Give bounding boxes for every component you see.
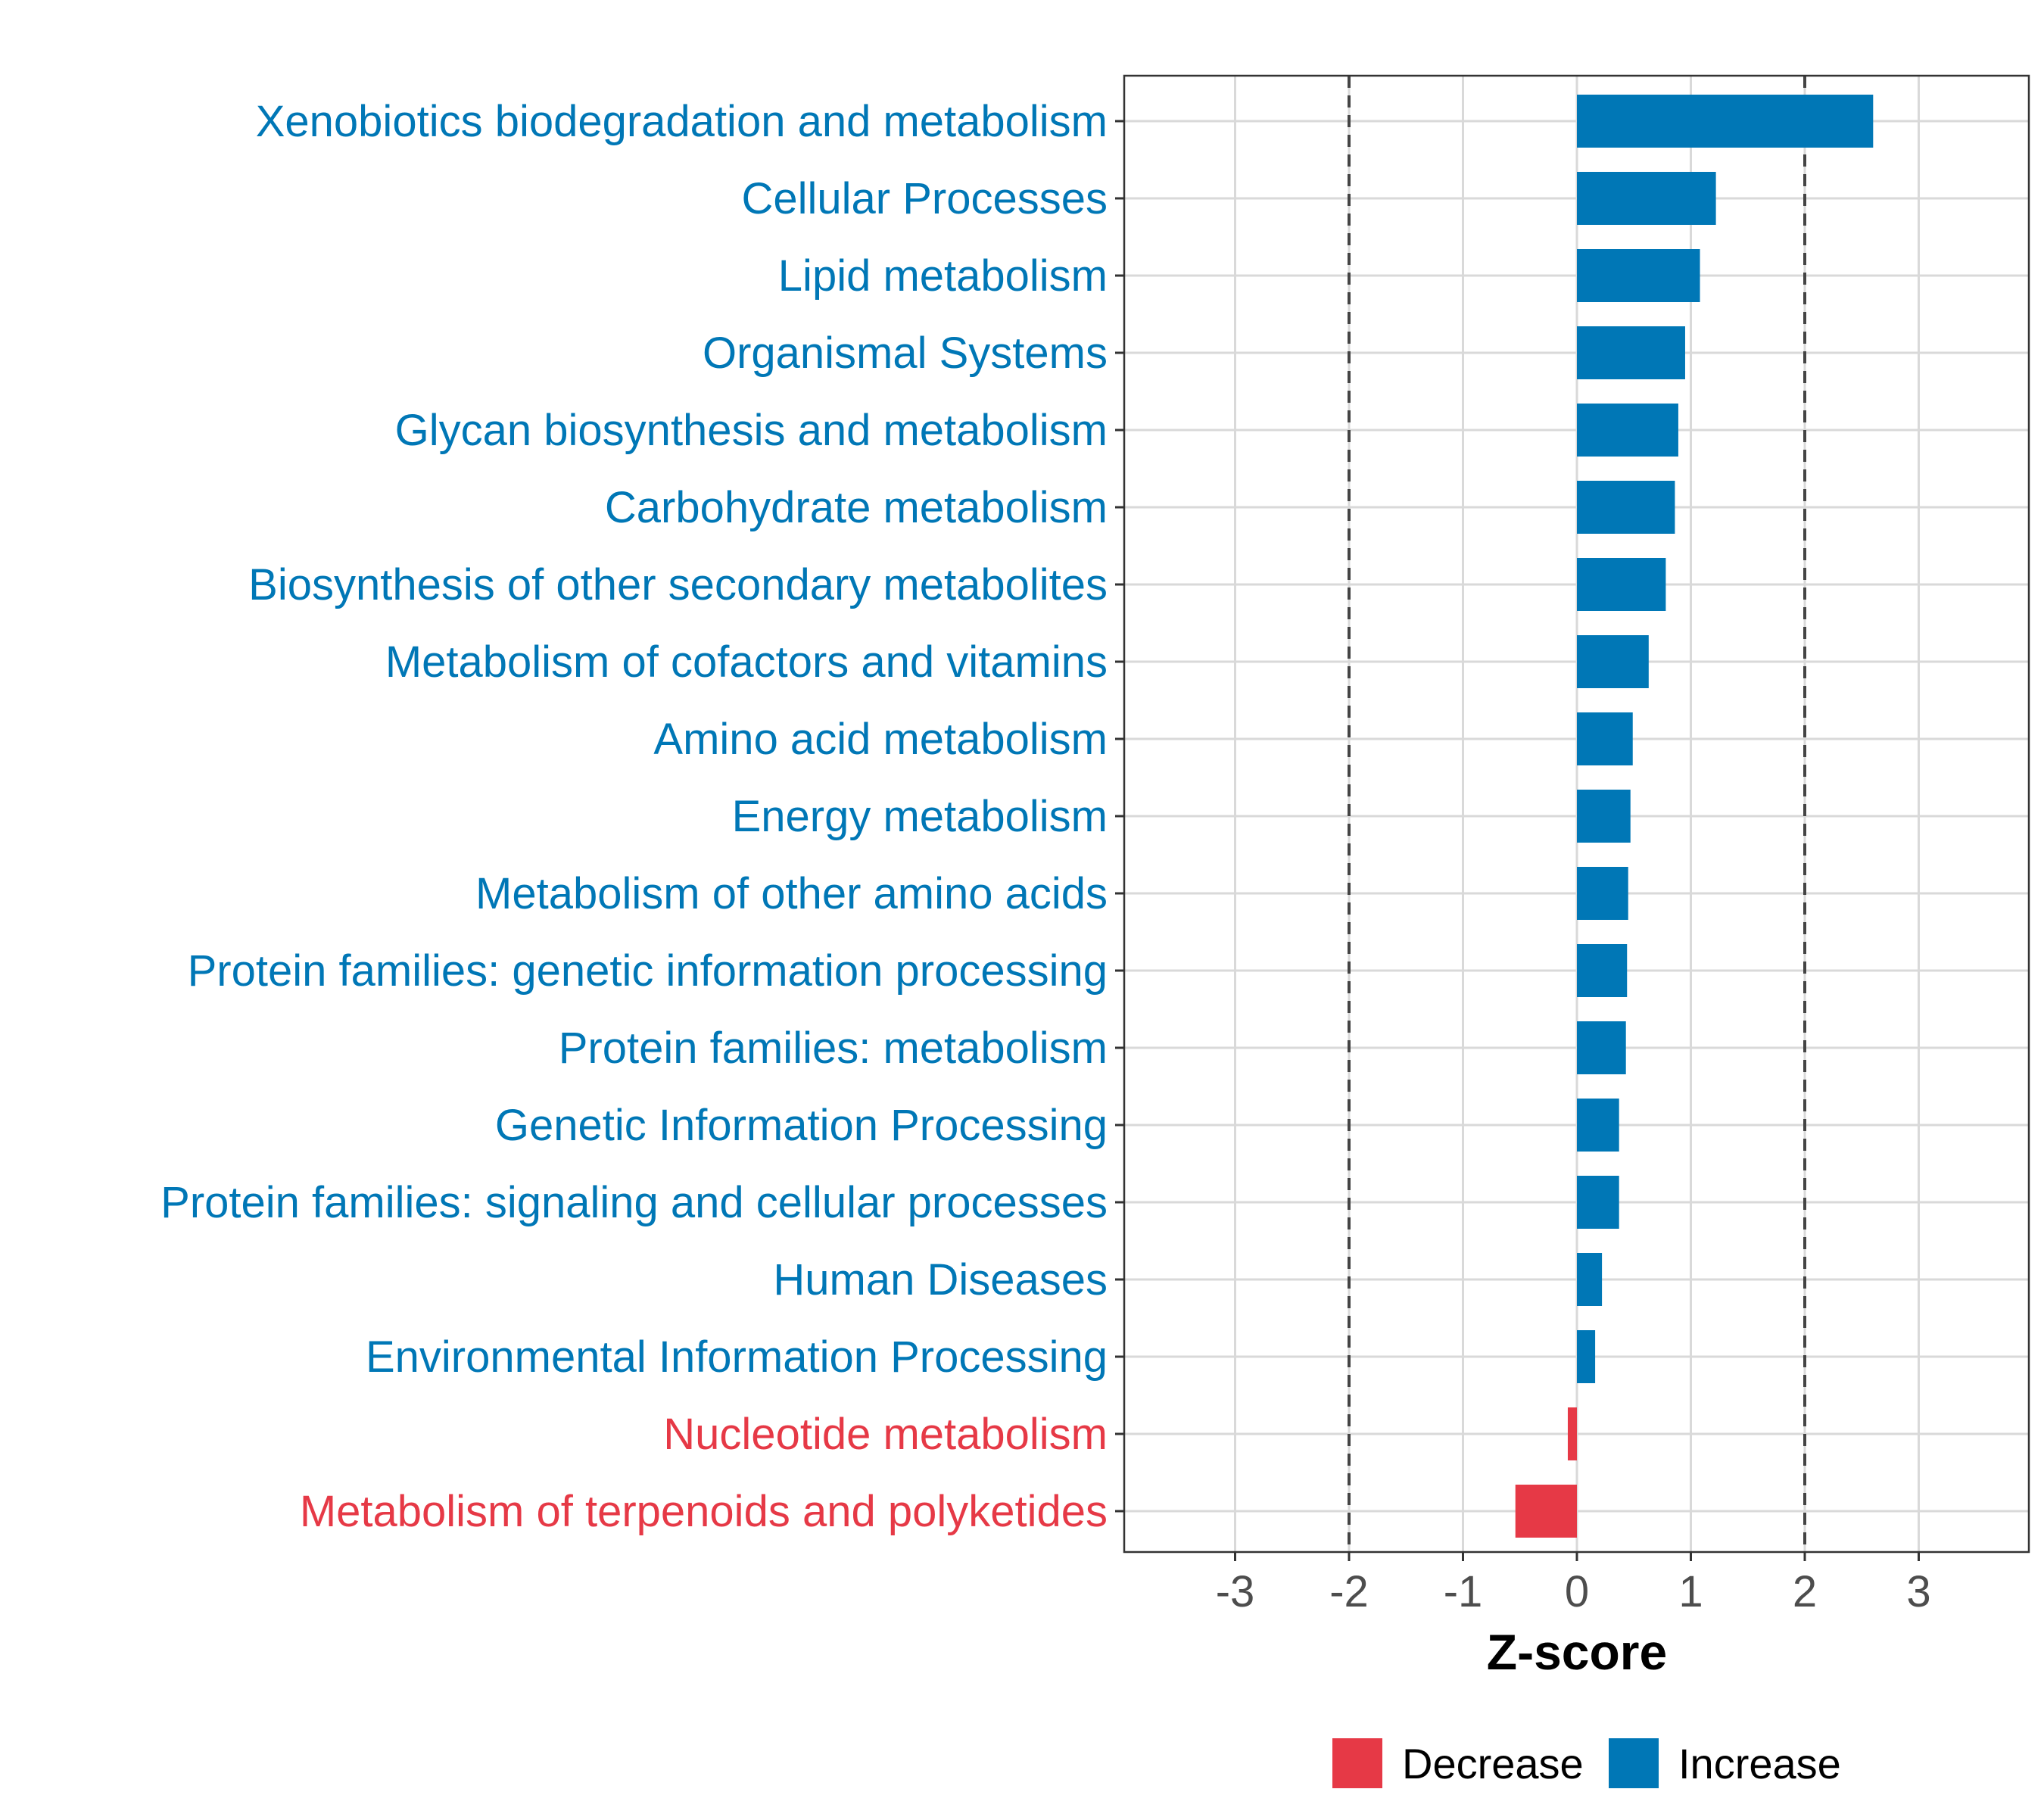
category-label: Protein families: genetic information pr…	[188, 946, 1108, 996]
bar	[1577, 249, 1700, 302]
legend-label: Increase	[1678, 1740, 1841, 1787]
bar	[1577, 1176, 1619, 1229]
x-tick-label: 2	[1793, 1567, 1817, 1616]
category-label: Metabolism of cofactors and vitamins	[385, 637, 1108, 687]
bar	[1577, 712, 1633, 765]
grid-lines	[1124, 76, 2029, 1552]
reference-lines	[1348, 76, 1806, 1552]
category-label: Organismal Systems	[703, 329, 1108, 378]
bar	[1577, 1253, 1603, 1306]
category-label: Environmental Information Processing	[366, 1332, 1108, 1382]
category-label: Biosynthesis of other secondary metaboli…	[248, 560, 1108, 609]
x-tick-label: -2	[1329, 1567, 1369, 1616]
bar	[1577, 1330, 1596, 1383]
category-label: Metabolism of other amino acids	[475, 869, 1108, 918]
bar	[1577, 635, 1649, 688]
bar	[1577, 404, 1678, 457]
category-label: Nucleotide metabolism	[663, 1410, 1108, 1459]
legend-label: Decrease	[1402, 1740, 1584, 1787]
category-label: Amino acid metabolism	[653, 715, 1108, 764]
category-label: Carbohydrate metabolism	[605, 483, 1108, 532]
x-tick-label: -3	[1216, 1567, 1255, 1616]
category-label: Energy metabolism	[732, 792, 1108, 841]
x-axis-title: Z-score	[1487, 1624, 1667, 1680]
bar	[1567, 1407, 1577, 1460]
x-axis-ticks: -3 -2 -1 0 1 2 3	[1216, 1552, 1931, 1616]
category-label: Protein families: metabolism	[559, 1024, 1108, 1073]
category-label: Genetic Information Processing	[495, 1101, 1108, 1150]
category-label: Human Diseases	[773, 1255, 1108, 1304]
category-label: Protein families: signaling and cellular…	[160, 1178, 1108, 1227]
x-tick-label: 1	[1678, 1567, 1703, 1616]
legend-swatch	[1332, 1738, 1382, 1788]
category-label: Glycan biosynthesis and metabolism	[395, 406, 1108, 455]
x-tick-label: 0	[1565, 1567, 1589, 1616]
category-label: Metabolism of terpenoids and polyketides	[300, 1487, 1108, 1536]
category-label: Xenobiotics biodegradation and metabolis…	[256, 97, 1108, 146]
legend-swatch	[1609, 1738, 1659, 1788]
bars	[1515, 95, 1874, 1538]
bar	[1577, 481, 1675, 534]
bar	[1577, 172, 1716, 225]
bar	[1577, 558, 1666, 611]
bar	[1577, 326, 1685, 379]
legend: Decrease Increase	[1332, 1738, 1841, 1788]
x-tick-label: 3	[1906, 1567, 1930, 1616]
bar	[1515, 1485, 1577, 1538]
x-tick-label: -1	[1444, 1567, 1483, 1616]
category-label: Cellular Processes	[741, 174, 1108, 223]
bar	[1577, 95, 1874, 148]
bar	[1577, 944, 1628, 997]
category-labels: Xenobiotics biodegradation and metabolis…	[160, 97, 1124, 1536]
category-label: Lipid metabolism	[778, 251, 1108, 301]
bar	[1577, 1099, 1619, 1152]
bar	[1577, 867, 1628, 920]
bar	[1577, 790, 1631, 843]
bar	[1577, 1021, 1626, 1074]
